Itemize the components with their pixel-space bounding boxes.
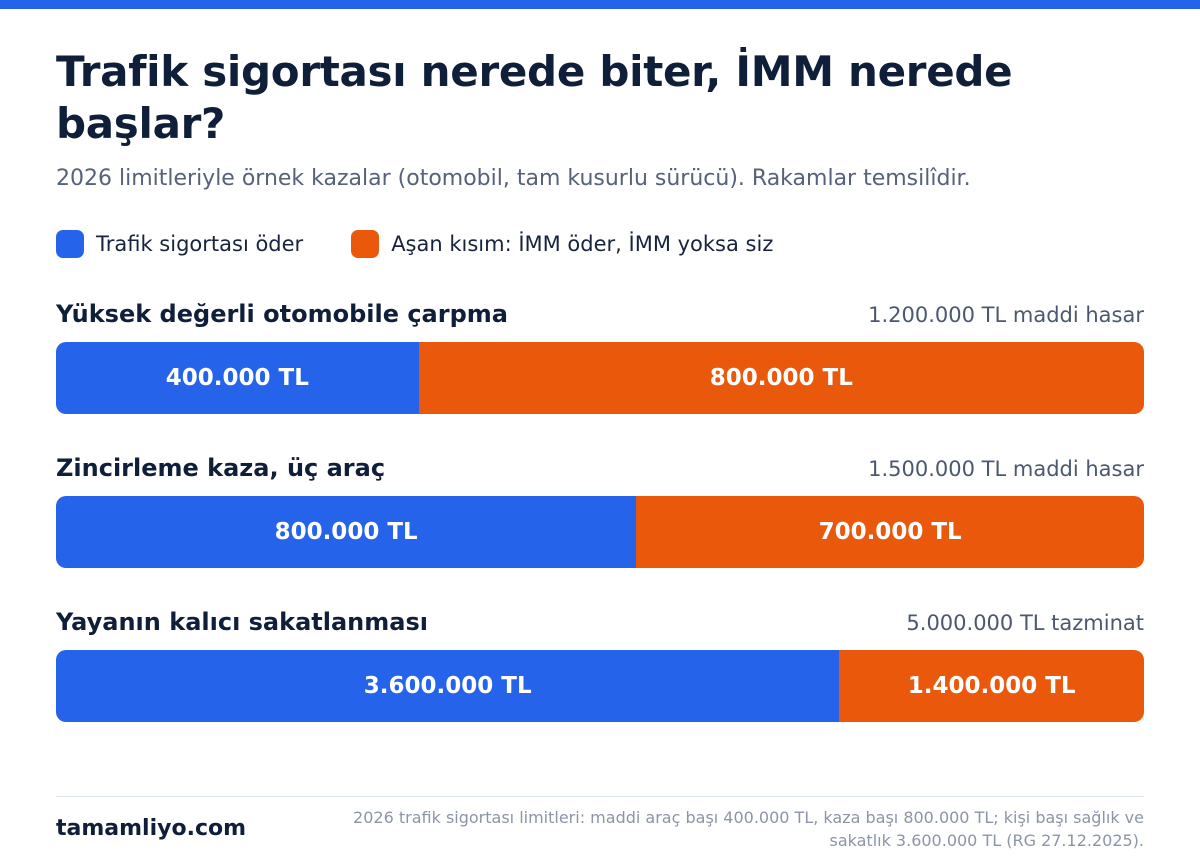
chart-row-header: Yayanın kalıcı sakatlanması 5.000.000 TL …: [56, 604, 1144, 644]
bar-segment-excess: 700.000 TL: [636, 496, 1144, 568]
page-title: Trafik sigortası nerede biter, İMM nered…: [56, 47, 1013, 148]
legend-swatch-insurance: [56, 230, 84, 258]
bar-segment-excess: 1.400.000 TL: [839, 650, 1144, 722]
chart-row: Zincirleme kaza, üç araç 1.500.000 TL mad…: [56, 450, 1144, 568]
category-total-label: 5.000.000 TL tazminat: [906, 611, 1144, 635]
chart-row: Yayanın kalıcı sakatlanması 5.000.000 TL …: [56, 604, 1144, 722]
category-label: Yüksek değerli otomobile çarpma: [56, 300, 508, 328]
page-subtitle: 2026 limitleriyle örnek kazalar (otomobi…: [56, 166, 971, 191]
category-label: Zincirleme kaza, üç araç: [56, 454, 386, 482]
stacked-bar: 400.000 TL 800.000 TL: [56, 342, 1144, 414]
legend-item-excess: Aşan kısım: İMM öder, İMM yoksa siz: [351, 230, 773, 258]
stacked-bar: 3.600.000 TL 1.400.000 TL: [56, 650, 1144, 722]
source-footnote: 2026 trafik sigortası limitleri: maddi a…: [353, 808, 1144, 850]
category-total-label: 1.200.000 TL maddi hasar: [868, 303, 1144, 327]
legend-swatch-excess: [351, 230, 380, 258]
footer-divider: [56, 796, 1144, 797]
bar-segment-insurance: 3.600.000 TL: [56, 650, 840, 722]
chart-legend: Trafik sigortası öder Aşan kısım: İMM öd…: [56, 228, 821, 260]
chart-row-header: Zincirleme kaza, üç araç 1.500.000 TL mad…: [56, 450, 1144, 490]
brand-name: tamamliyo.com: [56, 816, 247, 841]
bar-segment-excess: 800.000 TL: [418, 342, 1144, 414]
top-accent-bar: [0, 0, 1200, 9]
bar-segment-insurance: 800.000 TL: [56, 496, 637, 568]
chart-row: Yüksek değerli otomobile çarpma 1.200.000…: [56, 296, 1144, 414]
chart-row-header: Yüksek değerli otomobile çarpma 1.200.000…: [56, 296, 1144, 336]
stacked-bar: 800.000 TL 700.000 TL: [56, 496, 1144, 568]
legend-item-insurance: Trafik sigortası öder: [56, 230, 303, 258]
category-label: Yayanın kalıcı sakatlanması: [56, 608, 428, 636]
bar-segment-insurance: 400.000 TL: [56, 342, 419, 414]
legend-label-excess: Aşan kısım: İMM öder, İMM yoksa siz: [391, 232, 774, 256]
legend-label-insurance: Trafik sigortası öder: [96, 232, 304, 256]
category-total-label: 1.500.000 TL maddi hasar: [868, 457, 1144, 481]
